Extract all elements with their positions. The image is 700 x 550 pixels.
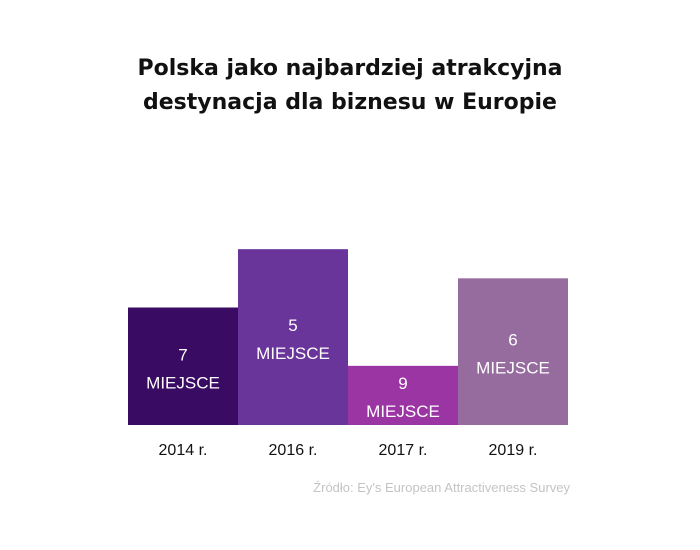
bar-0 [128, 307, 238, 425]
bar-value-suffix: MIEJSCE [256, 344, 330, 363]
bar-value-label: 5 [288, 316, 297, 335]
chart-title: Polska jako najbardziej atrakcyjna desty… [0, 52, 700, 120]
bar-value-suffix: MIEJSCE [146, 373, 220, 392]
bar-value-label: 9 [398, 374, 407, 393]
x-tick-label: 2016 r. [269, 442, 318, 459]
bar-value-label: 6 [508, 331, 517, 350]
chart-title-line-1: Polska jako najbardziej atrakcyjna [137, 56, 563, 81]
bar-2 [348, 365, 458, 425]
bar-value-suffix: MIEJSCE [366, 402, 440, 421]
x-tick-label: 2017 r. [379, 442, 428, 459]
x-tick-label: 2019 r. [489, 442, 538, 459]
bar-value-label: 7 [178, 345, 187, 364]
chart-title-line-2: destynacja dla biznesu w Europie [143, 90, 557, 115]
x-tick-label: 2014 r. [159, 442, 208, 459]
bar-3 [458, 278, 568, 425]
source-note: Źródło: Ey's European Attractiveness Sur… [313, 480, 570, 495]
bar-value-suffix: MIEJSCE [476, 359, 550, 378]
bar-1 [238, 249, 348, 425]
